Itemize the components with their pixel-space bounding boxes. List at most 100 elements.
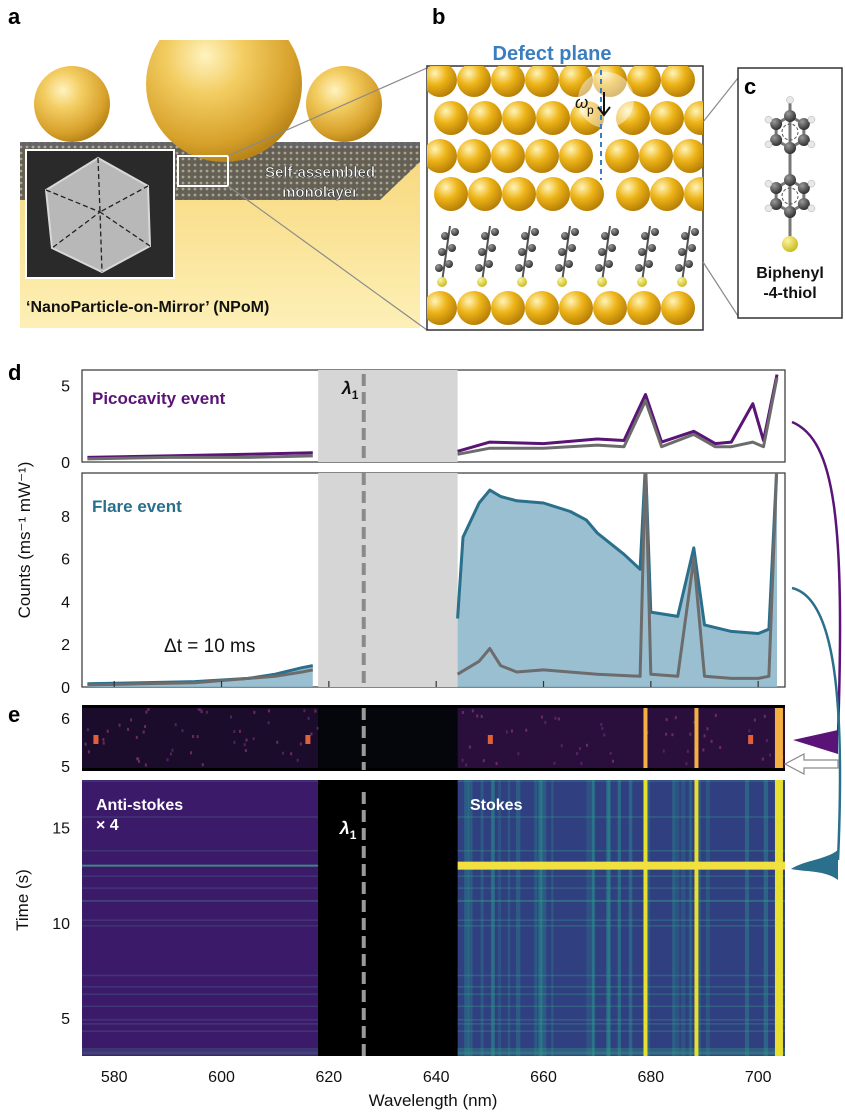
panel-a-label: a: [8, 4, 21, 29]
heatmap-band: [586, 780, 591, 1056]
strip-noise: [118, 723, 121, 727]
gold-atom: [457, 66, 491, 97]
defect-highlight: [578, 72, 634, 128]
gold-atom: [627, 66, 661, 97]
strip-noise: [147, 708, 150, 712]
strip-noise: [553, 761, 556, 765]
heatmap-band: [542, 780, 547, 1056]
strip-noise: [171, 748, 174, 752]
carbon-atom: [770, 118, 783, 130]
heatmap-main: [82, 780, 785, 1056]
strip-noise: [674, 716, 677, 720]
strip-peak: [643, 708, 648, 768]
monolayer-molecule: [475, 225, 499, 287]
panel-e: e Time (s) 6 5 λ 1 Anti-stokes × 4 Stoke…: [8, 702, 839, 1110]
strip-noise: [169, 752, 172, 756]
strip-noise: [267, 721, 270, 725]
laser-mask-top: [318, 370, 458, 462]
strip-noise: [244, 749, 247, 753]
monolayer-molecule: [595, 225, 619, 287]
gold-atom: [650, 101, 684, 135]
heatmap-antistokes-row: [82, 986, 319, 988]
strip-noise: [611, 759, 614, 763]
gold-atom: [457, 291, 491, 325]
gold-atom: [627, 291, 661, 325]
strip-noise: [665, 717, 668, 721]
strip-noise: [714, 713, 717, 717]
strip-noise: [719, 745, 722, 749]
xlabel: Wavelength (nm): [369, 1091, 498, 1110]
spectrum-line: [457, 377, 779, 456]
gold-atom: [684, 101, 703, 135]
heatmap-band: [507, 780, 511, 1056]
strip-noise: [557, 717, 560, 721]
spectrum-line: [457, 374, 779, 453]
heatmap-stokes-row: [457, 780, 785, 782]
molecule-name-line2: -4-thiol: [763, 285, 816, 302]
spectrum-line: [87, 668, 314, 687]
strip-noise: [84, 742, 87, 746]
strip-noise: [314, 709, 317, 713]
gold-atom: [570, 101, 604, 135]
heatmap-stokes-row: [457, 900, 785, 902]
gold-atom: [661, 291, 695, 325]
strip-noise: [307, 716, 310, 720]
xtick: 660: [530, 1069, 557, 1086]
omega-subscript: p: [587, 103, 594, 117]
heatmap-band: [534, 780, 538, 1056]
gold-atom: [434, 101, 468, 135]
heatmap-antistokes-row: [82, 899, 319, 902]
strip-noise: [560, 744, 563, 748]
strip-yticks: 6 5: [61, 711, 70, 776]
monolayer-molecule: [675, 225, 699, 287]
heatmap-band: [515, 780, 521, 1056]
gold-atom: [616, 101, 650, 135]
heatmap-strip: [82, 708, 785, 768]
molecule-name-line1: Biphenyl: [756, 265, 824, 282]
strip-noise: [748, 729, 751, 733]
stokes-label: Stokes: [470, 797, 523, 814]
flare-label: Flare event: [92, 497, 182, 516]
heatmap-stokes-row: [457, 1053, 785, 1056]
heatmap-stokes-row: [457, 925, 785, 927]
strip-noise: [710, 739, 713, 743]
antistokes-label: Anti-stokes: [96, 797, 183, 814]
heatmap-antistokes-row: [82, 1050, 319, 1053]
strip-noise: [693, 720, 696, 724]
ytick: 5: [61, 759, 70, 776]
heatmap-antistokes-row: [82, 993, 319, 995]
strip-peak: [694, 708, 699, 768]
laser-lambda-top-sub: 1: [352, 388, 359, 402]
strip-noise: [665, 732, 668, 736]
strip-event: [748, 735, 754, 744]
heatmap-stokes: [457, 780, 785, 1056]
heatmap-band: [688, 780, 692, 1056]
strip-noise: [281, 751, 284, 755]
strip-noise: [662, 749, 665, 753]
strip-noise: [685, 762, 688, 766]
strip-noise: [130, 718, 133, 722]
flare-arrow-icon: [791, 850, 838, 880]
sem-inset: [25, 149, 175, 279]
heatmap-antistokes-row: [82, 1052, 319, 1054]
strip-noise: [145, 710, 148, 714]
strip-noise: [127, 727, 130, 731]
strip-noise: [87, 750, 90, 754]
heatmap-antistokes-row: [82, 900, 319, 902]
strip-noise: [238, 729, 241, 733]
heatmap-stokes-row: [457, 974, 785, 977]
biphenyl-molecule: [764, 96, 816, 252]
strip-noise: [144, 763, 147, 767]
strip-noise: [706, 727, 709, 731]
strip-noise: [761, 757, 764, 761]
hydrogen-atom: [807, 140, 816, 149]
heatmap-band: [705, 780, 710, 1056]
xtick: 640: [423, 1069, 450, 1086]
gold-atom: [570, 177, 604, 211]
flare-area: [87, 665, 313, 687]
strip-noise: [525, 728, 528, 732]
heatmap-antistokes-row: [82, 1030, 319, 1032]
hydrogen-atom: [764, 179, 773, 188]
heatmap-antistokes-row: [82, 974, 319, 977]
